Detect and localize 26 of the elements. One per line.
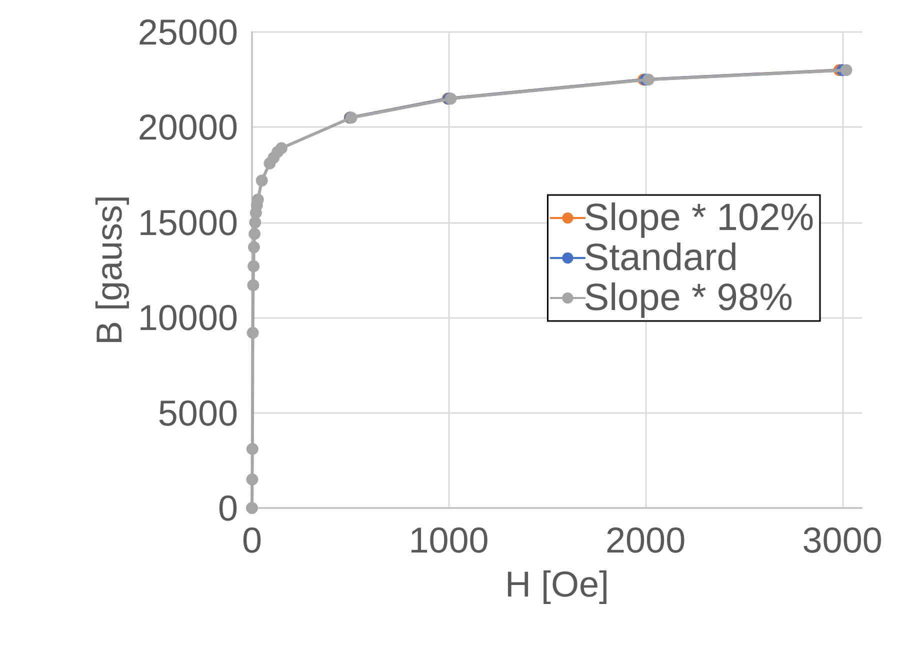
point — [642, 74, 654, 86]
y-tick-label: 5000 — [158, 392, 238, 434]
y-tick-label: 10000 — [138, 297, 238, 338]
y-tick-label: 25000 — [138, 12, 238, 52]
point — [256, 174, 268, 187]
point — [248, 260, 260, 272]
y-axis-title: B [gauss] — [88, 194, 130, 346]
point — [276, 142, 288, 154]
y-tick-label: 15000 — [138, 202, 238, 243]
point — [246, 326, 259, 339]
y-tick-label: 20000 — [138, 106, 238, 148]
legend-label: Slope * 102% — [584, 197, 814, 239]
legend-label: Slope * 98% — [584, 277, 793, 319]
x-tick-label: 3000 — [802, 520, 882, 560]
point — [246, 442, 258, 455]
point — [248, 228, 261, 240]
x-axis-title: H [Oe] — [504, 564, 610, 604]
x-tick-label: 2000 — [606, 520, 686, 560]
y-tick-label: 0 — [218, 488, 238, 528]
point — [840, 64, 852, 76]
x-tick-label: 1000 — [408, 520, 489, 560]
point — [246, 473, 258, 486]
point — [248, 241, 260, 254]
point — [247, 279, 260, 292]
point — [246, 502, 258, 514]
legend-label: Standard — [584, 237, 738, 279]
